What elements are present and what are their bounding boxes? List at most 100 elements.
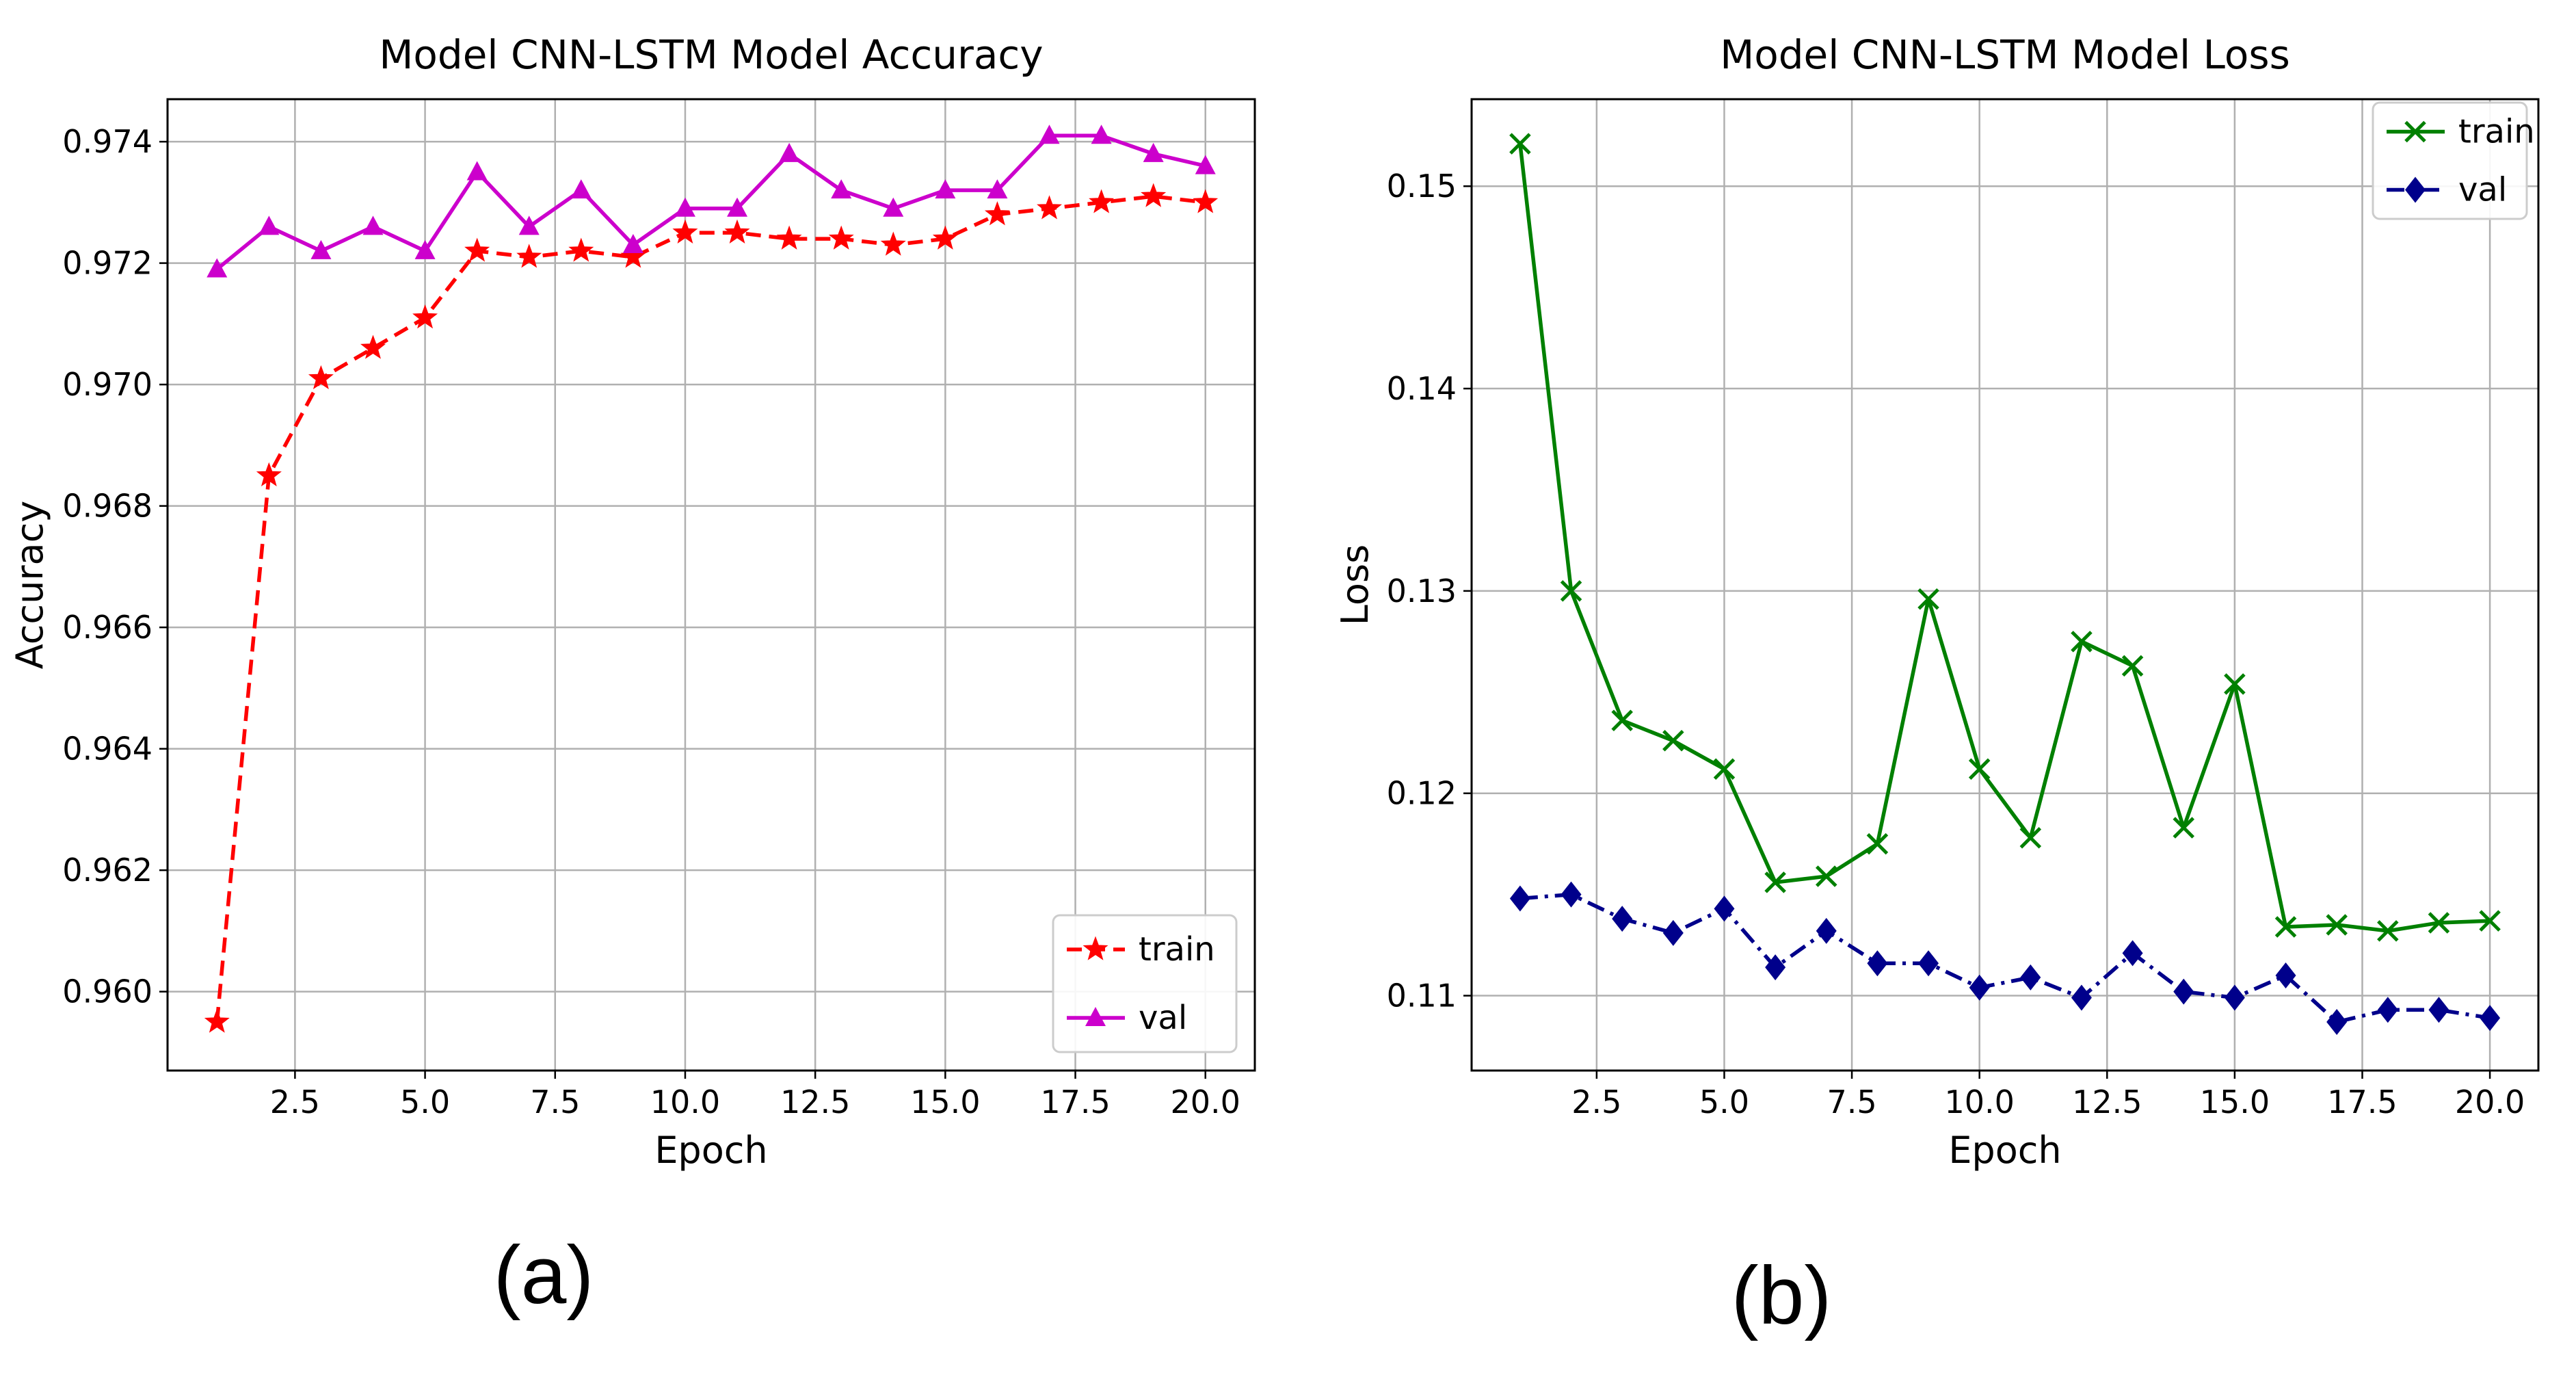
data-point-train [1611, 709, 1633, 731]
series-val [1509, 881, 2501, 1035]
y-tick-label: 0.968 [62, 488, 152, 525]
x-axis-label: Epoch [654, 1129, 767, 1172]
series-train [1509, 133, 2501, 942]
y-tick-label: 0.962 [62, 852, 152, 889]
x-tick-label: 10.0 [1944, 1084, 2014, 1120]
data-point-val [1969, 974, 1990, 1001]
data-point-val [987, 179, 1008, 199]
data-point-train [2377, 920, 2399, 942]
data-point-val [1561, 881, 1582, 908]
data-point-train [2071, 631, 2093, 653]
data-point-val [1143, 142, 1164, 162]
data-point-val [258, 215, 280, 235]
data-point-val [2020, 964, 2041, 991]
data-point-train [1764, 871, 1786, 893]
data-point-val [2377, 997, 2398, 1023]
y-tick-label: 0.13 [1387, 573, 1457, 609]
data-point-train [828, 225, 854, 250]
x-tick-label: 20.0 [1171, 1084, 1240, 1120]
data-point-val [207, 258, 228, 278]
data-point-val [1867, 950, 1888, 977]
data-point-train [984, 201, 1010, 226]
data-point-val [935, 179, 956, 199]
x-tick-label: 2.5 [1571, 1084, 1621, 1120]
legend-label: val [1139, 999, 1187, 1037]
data-point-val [1091, 124, 1112, 144]
data-point-val [2275, 962, 2296, 988]
x-tick-label: 12.5 [780, 1084, 850, 1120]
data-point-train [1089, 189, 1115, 213]
x-tick-label: 17.5 [1040, 1084, 1110, 1120]
data-point-train [1713, 758, 1736, 780]
x-tick-label: 5.0 [400, 1084, 450, 1120]
x-tick-label: 7.5 [1827, 1084, 1876, 1120]
data-point-train [1815, 865, 1837, 887]
legend-label: train [1139, 930, 1215, 969]
legend-marker-val [1085, 1007, 1106, 1026]
legend-label: train [2458, 113, 2535, 151]
data-point-train [516, 244, 542, 268]
series-val [207, 124, 1216, 278]
data-point-train [256, 462, 282, 486]
plot-frame [166, 98, 1256, 1072]
panel-label: (a) [494, 1229, 594, 1321]
data-point-train [620, 244, 646, 268]
data-point-train [1141, 183, 1167, 207]
legend: train val [2372, 101, 2535, 220]
data-point-val [2173, 978, 2194, 1005]
data-point-train [2173, 817, 2195, 839]
legend: train val [1052, 914, 1238, 1053]
x-tick-label: 5.0 [1699, 1084, 1749, 1120]
x-tick-label: 17.5 [2327, 1084, 2397, 1120]
legend-item-val: val [2387, 171, 2507, 209]
data-point-val [570, 179, 592, 199]
legend-item-train: train [2387, 113, 2535, 151]
legend-item-val: val [1067, 999, 1187, 1037]
data-point-val [518, 215, 540, 235]
data-point-train [1509, 133, 1531, 155]
data-point-train [2019, 827, 2042, 849]
data-point-train [1866, 832, 1889, 855]
data-point-val [1918, 950, 1939, 977]
data-point-val [1816, 917, 1837, 944]
series-train [204, 183, 1219, 1033]
series-line-val [1519, 892, 2491, 1024]
data-point-train [204, 1008, 230, 1033]
y-tick-label: 0.972 [62, 245, 152, 282]
loss-chart: 2.5 5.0 7.5 10.0 12.5 15.0 17.5 20.0 0.11 0.12 0.1… [1333, 31, 2540, 1341]
x-tick-label: 7.5 [530, 1084, 580, 1120]
data-point-val [779, 142, 800, 162]
data-point-val [622, 234, 643, 253]
data-point-val [2122, 940, 2143, 967]
legend-marker-train [1083, 936, 1108, 960]
y-tick-label: 0.974 [62, 123, 152, 160]
data-point-val [1509, 885, 1530, 912]
series-line-train [1518, 143, 2491, 933]
y-tick-label: 0.11 [1387, 978, 1457, 1014]
y-tick-label: 0.14 [1387, 370, 1457, 407]
x-tick-label: 2.5 [270, 1084, 320, 1120]
data-point-train [2224, 673, 2246, 695]
data-point-val [1039, 124, 1060, 144]
data-point-val [2326, 1009, 2348, 1035]
data-point-train [1037, 195, 1062, 220]
data-point-train [1968, 758, 1991, 780]
data-point-train [776, 225, 802, 250]
legend-label: val [2458, 171, 2507, 209]
data-point-val [1765, 954, 1786, 981]
series-line-val [215, 133, 1206, 271]
series-line-train [215, 194, 1206, 1023]
data-point-train [724, 219, 750, 244]
data-point-train [932, 225, 958, 250]
data-point-val [1195, 155, 1216, 174]
data-point-val [883, 197, 904, 217]
data-point-train [1193, 189, 1219, 213]
data-point-train [880, 231, 906, 256]
data-point-train [2121, 655, 2144, 677]
data-point-train [2428, 912, 2450, 934]
data-point-val [1612, 906, 1633, 932]
y-tick-label: 0.970 [62, 366, 152, 403]
data-point-train [464, 237, 490, 262]
data-point-val [1714, 895, 1735, 922]
